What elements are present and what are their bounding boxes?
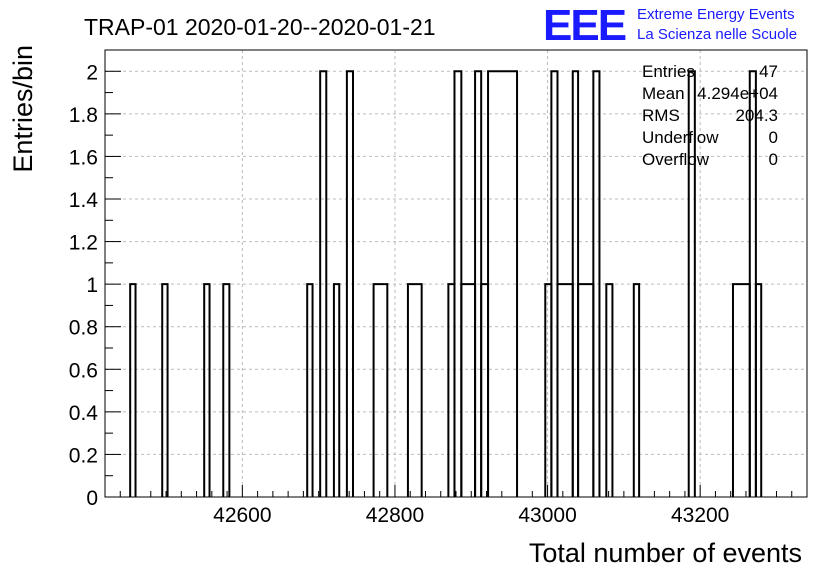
histogram-bin-14 <box>480 283 490 497</box>
y-tick-label-9: 1.8 <box>69 104 98 127</box>
histogram-bin-23 <box>632 283 641 497</box>
y-tick-label-6: 1.2 <box>69 232 98 255</box>
histogram-bin-20 <box>577 283 595 497</box>
grid-lines <box>105 50 807 497</box>
x-tick-label-3: 43200 <box>671 504 729 527</box>
x-axis-label: Total number of events <box>529 538 802 568</box>
histogram-bin-12 <box>460 283 477 497</box>
logo-line1: Extreme Energy Events <box>637 6 795 23</box>
y-tick-label-2: 0.4 <box>69 402 99 425</box>
histogram-bin-5 <box>319 70 328 497</box>
histogram-bin-21 <box>592 70 601 497</box>
histogram-bin-3 <box>222 283 231 497</box>
histogram-bars <box>129 70 763 497</box>
histogram-bin-25 <box>731 283 751 497</box>
histogram-bin-7 <box>345 70 354 497</box>
chart-title: TRAP-01 2020-01-20--2020-01-21 <box>84 14 436 40</box>
y-tick-label-0: 0 <box>86 487 98 510</box>
histogram-bin-9 <box>406 283 423 497</box>
stats-box: Entries 47 Mean 4.294e+04 RMS 204.3 Underflow 0… <box>642 62 778 169</box>
histogram-bin-24 <box>687 70 696 497</box>
x-tick-label-0: 42600 <box>213 504 271 527</box>
x-tick-label-1: 42800 <box>366 504 424 527</box>
y-tick-label-7: 1.4 <box>69 189 99 212</box>
histogram-bin-2 <box>203 283 211 497</box>
histogram-bin-27 <box>754 283 763 497</box>
y-tick-label-4: 0.8 <box>69 317 98 340</box>
histogram-bin-4 <box>306 283 314 497</box>
histogram-bin-6 <box>332 283 341 497</box>
y-tick-label-10: 2 <box>86 61 98 84</box>
histogram-bin-15 <box>487 70 519 497</box>
stat-value-mean: 4.294e+04 <box>697 84 778 103</box>
y-axis-ticks: 0 0.2 0.4 0.6 0.8 1 1.2 1.4 1.6 1.8 2 <box>69 49 121 510</box>
stat-value-entries: 47 <box>759 62 778 81</box>
y-tick-label-1: 0.2 <box>69 444 98 467</box>
stat-label-rms: RMS <box>642 106 680 125</box>
stat-label-mean: Mean <box>642 84 685 103</box>
logo-line2: La Scienza nelle Scuole <box>637 26 797 43</box>
stat-value-rms: 204.3 <box>735 106 778 125</box>
logo-mark: EEE <box>543 1 626 50</box>
histogram-bin-1 <box>161 283 169 497</box>
y-tick-label-3: 0.6 <box>69 359 98 382</box>
eee-logo: EEE Extreme Energy Events La Scienza nel… <box>543 1 797 50</box>
x-tick-label-2: 43000 <box>518 504 576 527</box>
y-tick-label-8: 1.6 <box>69 146 98 169</box>
stat-value-overflow: 0 <box>769 150 778 169</box>
stat-value-underflow: 0 <box>769 128 778 147</box>
stat-label-underflow: Underflow <box>642 128 719 147</box>
y-axis-label: Entries/bin <box>8 45 38 173</box>
y-tick-label-5: 1 <box>86 274 98 297</box>
x-axis-ticks: 42600 42800 43000 43200 <box>119 485 793 527</box>
stat-label-entries: Entries <box>642 62 695 81</box>
stat-label-overflow: Overflow <box>642 150 710 169</box>
histogram-bin-0 <box>129 283 137 497</box>
histogram-bin-18 <box>556 283 574 497</box>
histogram-bin-22 <box>605 283 614 497</box>
histogram-bin-8 <box>372 283 389 497</box>
